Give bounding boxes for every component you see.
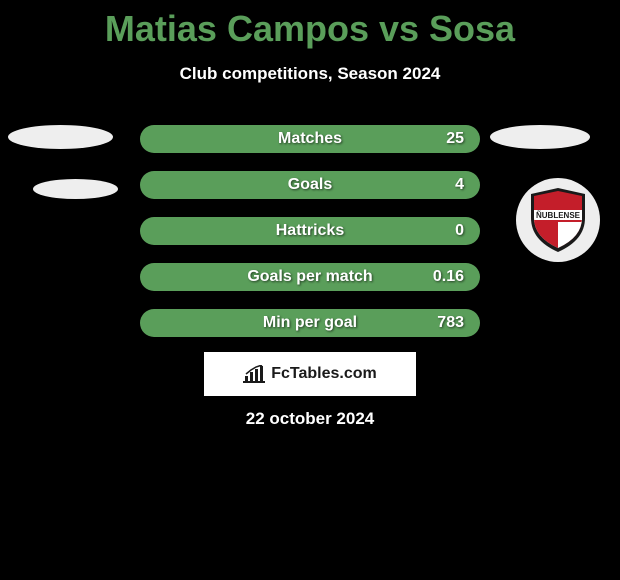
brand-box[interactable]: FcTables.com	[204, 352, 416, 396]
stat-row-hattricks: Hattricks 0	[140, 217, 480, 245]
right-ellipse-top	[490, 125, 590, 149]
stat-label: Matches	[278, 130, 342, 148]
date-label: 22 october 2024	[246, 409, 375, 429]
subtitle: Club competitions, Season 2024	[0, 64, 620, 84]
stat-label: Goals per match	[247, 268, 372, 286]
stat-row-matches: Matches 25	[140, 125, 480, 153]
stat-value: 4	[455, 176, 464, 194]
stat-label: Hattricks	[276, 222, 344, 240]
club-badge-circle: ÑUBLENSE	[516, 178, 600, 262]
brand-label: FcTables.com	[271, 365, 377, 383]
stat-row-goals: Goals 4	[140, 171, 480, 199]
bar-chart-icon	[243, 365, 265, 383]
stat-value: 0	[455, 222, 464, 240]
club-shield-icon: ÑUBLENSE	[527, 186, 589, 254]
stat-row-min-per-goal: Min per goal 783	[140, 309, 480, 337]
stat-value: 783	[437, 314, 464, 332]
left-ellipse-bottom	[33, 179, 118, 199]
stats-container: Matches 25 Goals 4 Hattricks 0 Goals per…	[140, 125, 480, 355]
stat-label: Goals	[288, 176, 332, 194]
left-ellipse-top	[8, 125, 113, 149]
stat-label: Min per goal	[263, 314, 357, 332]
left-player-badges	[8, 125, 118, 199]
club-badge-label: ÑUBLENSE	[536, 211, 581, 220]
stat-value: 25	[446, 130, 464, 148]
stat-row-goals-per-match: Goals per match 0.16	[140, 263, 480, 291]
page-title: Matias Campos vs Sosa	[0, 0, 620, 50]
stat-value: 0.16	[433, 268, 464, 286]
